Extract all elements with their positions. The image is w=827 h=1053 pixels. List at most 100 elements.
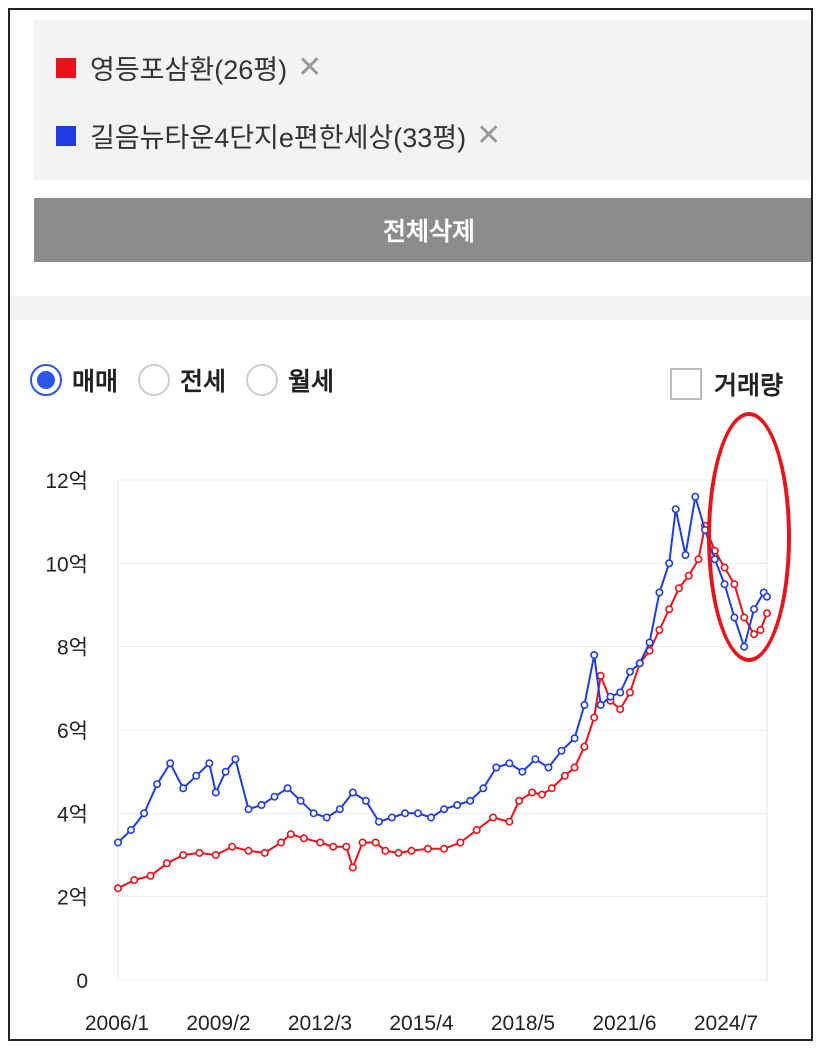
radio-circle[interactable] xyxy=(246,364,279,396)
data-point xyxy=(671,505,680,514)
data-point xyxy=(472,825,481,834)
close-icon[interactable]: ✕ xyxy=(297,50,323,84)
legend-box xyxy=(34,20,811,180)
data-point xyxy=(286,830,295,839)
price-line-chart: 0 2억 4억 6억 8억 10억 12억 2006/1 2009/2 2012/3 2015/4 2… xyxy=(45,470,771,1035)
close-icon[interactable]: ✕ xyxy=(476,118,502,152)
x-tick-label: 2009/2 xyxy=(186,1012,250,1035)
data-point xyxy=(221,767,230,776)
data-point xyxy=(423,844,432,853)
data-point xyxy=(153,780,162,789)
y-tick-label: 4억 xyxy=(57,803,88,826)
data-point xyxy=(606,692,615,701)
data-point xyxy=(537,790,546,799)
data-point xyxy=(361,796,370,805)
data-point xyxy=(440,805,449,814)
data-point xyxy=(166,759,175,768)
checkbox-box[interactable] xyxy=(670,368,702,400)
data-point xyxy=(309,809,318,818)
legend-swatch-red xyxy=(56,57,76,78)
data-point xyxy=(645,638,654,647)
data-point xyxy=(162,859,171,868)
data-point xyxy=(547,784,556,793)
data-point xyxy=(342,842,351,851)
data-point xyxy=(616,705,625,714)
data-point xyxy=(299,834,308,843)
data-point xyxy=(127,825,136,834)
data-point xyxy=(635,659,644,668)
data-point xyxy=(407,846,416,855)
data-point xyxy=(466,796,475,805)
data-point xyxy=(205,759,214,768)
radio-label[interactable]: 매매 xyxy=(72,368,119,396)
data-point xyxy=(655,588,664,597)
data-point xyxy=(348,788,357,797)
data-point xyxy=(665,559,674,568)
volume-checkbox[interactable]: 거래량 xyxy=(670,366,783,402)
legend-label: 길음뉴타운4단지e편한세상(33평) xyxy=(90,123,467,153)
radio-sale[interactable]: 매매 xyxy=(30,362,118,398)
x-tick-label: 2015/4 xyxy=(389,1012,454,1035)
chart-panel: 영등포삼환(26평) ✕ 길음뉴타운4단지e편한세상(33평) ✕ 전체삭제 매… xyxy=(8,8,813,1041)
data-point xyxy=(114,884,123,893)
data-point xyxy=(130,875,139,884)
data-point xyxy=(570,763,579,772)
data-point xyxy=(381,846,390,855)
data-point xyxy=(590,713,599,722)
data-point xyxy=(625,688,634,697)
data-point xyxy=(440,844,449,853)
y-tick-label: 12억 xyxy=(45,470,88,493)
x-tick-label: 2021/6 xyxy=(592,1012,656,1035)
legend-swatch-blue xyxy=(56,125,76,146)
data-point xyxy=(179,850,188,859)
data-point xyxy=(691,492,700,501)
legend-item-1: 영등포삼환(26평) ✕ xyxy=(56,48,322,87)
legend-item-2: 길음뉴타운4단지e편한세상(33평) ✕ xyxy=(56,116,501,155)
y-tick-label: 8억 xyxy=(57,637,88,660)
data-point xyxy=(270,792,279,801)
y-tick-label: 6억 xyxy=(57,720,88,743)
radio-circle[interactable] xyxy=(138,364,171,396)
annotation-ellipse xyxy=(707,412,791,662)
data-point xyxy=(694,555,703,564)
data-point xyxy=(489,813,498,822)
data-point xyxy=(570,734,579,743)
y-tick-label: 2억 xyxy=(57,887,88,910)
data-point xyxy=(228,842,237,851)
data-point xyxy=(580,742,589,751)
data-point xyxy=(590,651,599,660)
data-point xyxy=(505,817,514,826)
data-point xyxy=(211,788,220,797)
x-tick-label: 2018/5 xyxy=(491,1012,555,1035)
data-point xyxy=(531,755,540,764)
data-point xyxy=(560,771,569,780)
data-point xyxy=(394,848,403,857)
data-point xyxy=(358,838,367,847)
delete-all-button[interactable]: 전체삭제 xyxy=(34,198,811,262)
x-tick-label: 2006/1 xyxy=(85,1012,149,1035)
radio-circle[interactable] xyxy=(30,364,62,396)
legend-label: 영등포삼환(26평) xyxy=(90,55,288,85)
data-point xyxy=(387,813,396,822)
radio-label[interactable]: 월세 xyxy=(288,368,335,396)
data-point xyxy=(244,805,253,814)
volume-label[interactable]: 거래량 xyxy=(714,372,784,400)
data-point xyxy=(596,671,605,680)
data-point xyxy=(655,626,664,635)
data-point xyxy=(371,838,380,847)
deal-type-radio-group: 매매 전세 월세 xyxy=(30,362,354,398)
x-tick-label: 2012/3 xyxy=(288,1012,352,1035)
radio-monthly-rent[interactable]: 월세 xyxy=(246,362,334,398)
data-point xyxy=(316,838,325,847)
radio-label[interactable]: 전세 xyxy=(180,368,227,396)
data-point xyxy=(596,701,605,710)
series-line-1 xyxy=(117,522,768,890)
data-point xyxy=(277,838,286,847)
data-point xyxy=(260,848,269,857)
radio-jeonse[interactable]: 전세 xyxy=(138,362,226,398)
x-tick-label: 2024/7 xyxy=(694,1012,758,1035)
data-point xyxy=(625,667,634,676)
data-point xyxy=(456,838,465,847)
y-tick-label: 10억 xyxy=(45,553,88,576)
data-point xyxy=(146,871,155,880)
